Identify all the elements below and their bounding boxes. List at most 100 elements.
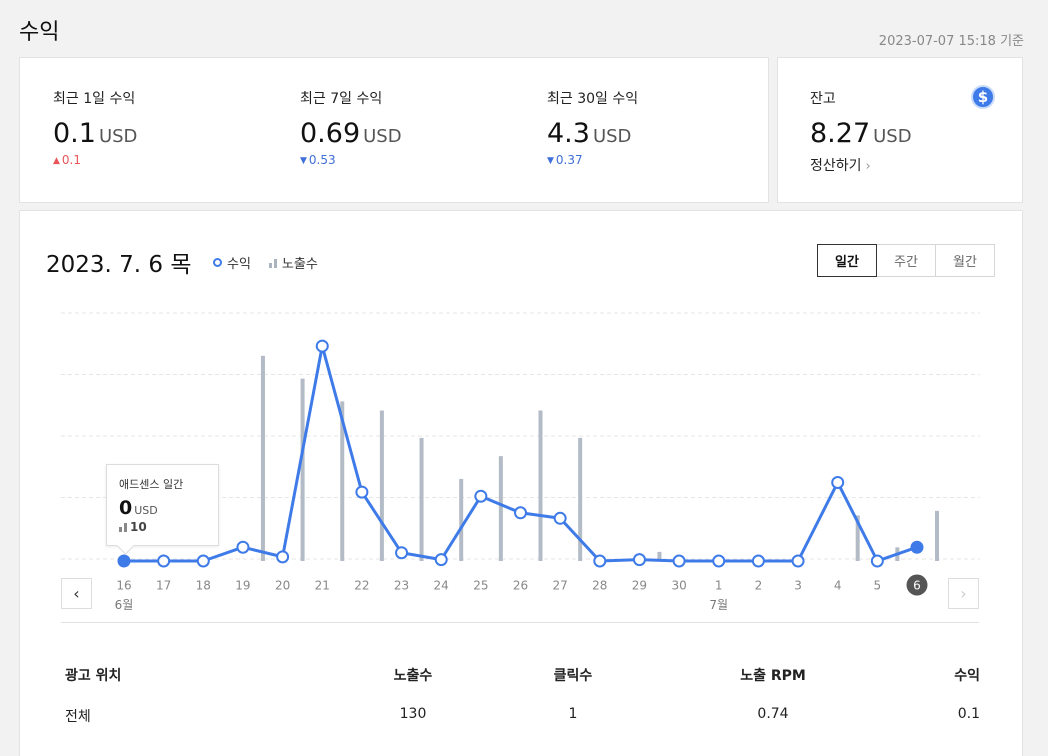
- legend-revenue-label: 수익: [227, 257, 251, 272]
- balance-card: 잔고 8.27 USD 정산하기 › $: [777, 57, 1023, 203]
- revenue-point: [315, 339, 329, 353]
- header-revenue: 수익: [954, 668, 980, 684]
- settle-link[interactable]: 정산하기 ›: [810, 155, 912, 175]
- triangle-up-icon: ▲: [53, 156, 60, 166]
- revenue-point: [395, 546, 409, 560]
- balance-number: 8.27: [810, 118, 871, 149]
- revenue-point: [831, 475, 845, 489]
- revenue-point: [276, 550, 290, 564]
- tab-monthly[interactable]: 월간: [935, 244, 995, 277]
- stat-label: 최근 1일 수익: [53, 91, 136, 107]
- x-tick-label: 1: [715, 579, 723, 593]
- x-tick-label: 17: [156, 579, 171, 593]
- x-tick-label: 3: [794, 579, 802, 593]
- tab-daily[interactable]: 일간: [817, 244, 877, 277]
- impressions-bar: [657, 551, 662, 561]
- divider: [61, 622, 979, 623]
- period-tabs: 일간 주간 월간: [817, 244, 995, 277]
- x-tick-label: 22: [354, 579, 369, 593]
- settle-link-label: 정산하기: [810, 158, 862, 174]
- month-label: 7월: [709, 598, 728, 612]
- revenue-point: [196, 554, 210, 568]
- stat-number: 4.3: [547, 118, 590, 149]
- tab-weekly[interactable]: 주간: [876, 244, 936, 277]
- revenue-point: [791, 554, 805, 568]
- stat-label: 최근 30일 수익: [547, 91, 639, 107]
- month-label: 6월: [115, 598, 134, 612]
- header-impressions: 노출수: [393, 668, 433, 684]
- revenue-line: [124, 344, 918, 563]
- impressions-bar: [459, 478, 464, 561]
- x-tick-label: 23: [394, 579, 409, 593]
- chevron-right-icon: ›: [960, 584, 967, 603]
- chart-next-button[interactable]: ›: [948, 578, 979, 609]
- tooltip-value: 0 USD: [119, 497, 206, 519]
- x-tick-label: 16: [116, 579, 131, 593]
- impressions-bar: [538, 410, 543, 561]
- cell-impressions: 130: [399, 706, 427, 722]
- cell-clicks: 1: [568, 706, 578, 722]
- timestamp: 2023-07-07 15:18 기준: [878, 34, 1024, 49]
- circle-icon: [213, 258, 222, 267]
- cell-revenue: 0.1: [957, 706, 980, 722]
- tooltip-impressions-value: 10: [130, 520, 147, 534]
- revenue-point: [751, 554, 765, 568]
- revenue-point: [672, 554, 686, 568]
- bar-chart-icon: [268, 258, 277, 268]
- legend-revenue[interactable]: 수익: [213, 253, 251, 272]
- revenue-point: [553, 511, 567, 525]
- impressions-bar: [578, 437, 583, 561]
- stat-delta: ▼ 0.37: [547, 153, 638, 167]
- x-tick-label: 19: [235, 579, 250, 593]
- x-tick-label: 24: [434, 579, 449, 593]
- legend-impressions[interactable]: 노출수: [268, 253, 318, 272]
- bar-chart-icon: [119, 522, 127, 532]
- stat-value: 0.69 USD: [300, 118, 402, 149]
- impressions-bar: [855, 515, 860, 561]
- chevron-right-icon: ›: [865, 159, 871, 174]
- revenue-point: [593, 554, 607, 568]
- revenue-point: [632, 553, 646, 567]
- impressions-bar: [935, 510, 939, 561]
- date-title: 2023. 7. 6 목: [46, 252, 192, 278]
- selected-day-marker: [906, 574, 928, 596]
- cell-placement: 전체: [65, 709, 91, 725]
- impressions-bar: [300, 378, 305, 561]
- impressions-bar: [419, 437, 424, 561]
- impressions-bar: [498, 456, 503, 561]
- revenue-point: [514, 506, 527, 520]
- stat-label: 최근 7일 수익: [300, 91, 383, 107]
- impressions-bar: [340, 401, 345, 561]
- stat-unit: USD: [98, 126, 138, 147]
- triangle-down-icon: ▼: [547, 156, 554, 166]
- x-tick-label: 4: [834, 579, 842, 593]
- chart-tooltip: 애드센스 일간 0 USD 10: [106, 464, 219, 546]
- stat-unit: USD: [592, 126, 632, 147]
- x-tick-label: 25: [473, 579, 488, 593]
- chart-prev-button[interactable]: ‹: [61, 578, 92, 609]
- revenue-point: [236, 540, 250, 554]
- legend-impressions-label: 노출수: [281, 257, 318, 272]
- x-tick-label: 30: [671, 579, 686, 593]
- x-tick-label: 6: [913, 579, 921, 593]
- tooltip-impressions: 10: [119, 520, 206, 534]
- x-tick-label: 21: [315, 579, 330, 593]
- tooltip-title: 애드센스 일간: [119, 478, 184, 491]
- stat-delta: ▼ 0.53: [300, 153, 402, 167]
- revenue-point: [117, 554, 131, 568]
- daily-revenue-panel: 2023. 7. 6 목 수익 노출수 일간 주간 월간 16 6월 17 18 19 2…: [19, 210, 1023, 756]
- stat-7day: 최근 7일 수익 0.69 USD ▼ 0.53: [300, 88, 402, 167]
- x-tick-label: 27: [553, 579, 568, 593]
- tooltip-number: 0: [119, 497, 133, 519]
- balance-label: 잔고: [810, 91, 836, 107]
- revenue-point: [712, 554, 726, 568]
- dollar-icon: $: [971, 85, 995, 109]
- x-tick-label: 5: [874, 579, 882, 593]
- stat-value: 4.3 USD: [547, 118, 638, 149]
- revenue-point: [910, 540, 924, 554]
- x-tick-label: 29: [632, 579, 647, 593]
- chevron-left-icon: ‹: [73, 584, 80, 603]
- balance-unit: USD: [873, 126, 912, 147]
- balance-stat: 잔고 8.27 USD 정산하기 ›: [810, 88, 912, 175]
